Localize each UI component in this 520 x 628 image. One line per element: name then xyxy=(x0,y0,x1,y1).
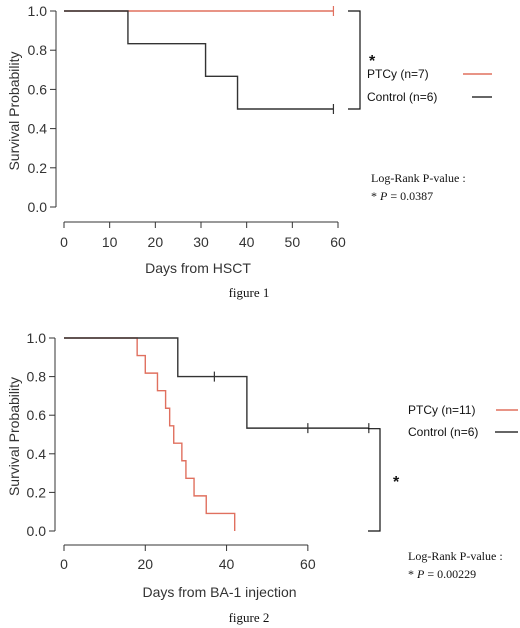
p-value-text: * P = 0.0387 xyxy=(371,189,433,203)
y-tick-label: 0.4 xyxy=(27,446,47,462)
y-tick-label: 0.8 xyxy=(28,42,48,58)
x-tick-label: 20 xyxy=(148,234,164,250)
x-tick-label: 60 xyxy=(330,234,346,250)
p-value-star: * xyxy=(371,189,380,203)
legend-label: Control (n=6) xyxy=(367,90,437,104)
y-tick-label: 0.0 xyxy=(28,199,48,215)
p-value-text: * P = 0.00229 xyxy=(408,567,476,581)
significance-star: * xyxy=(393,474,400,491)
y-tick-label: 0.2 xyxy=(27,484,47,500)
x-axis-label: Days from HSCT xyxy=(145,260,251,276)
y-tick-label: 0.4 xyxy=(28,121,48,137)
x-tick-label: 0 xyxy=(60,556,68,572)
p-value-number: = 0.0387 xyxy=(387,189,433,203)
legend-label: Control (n=6) xyxy=(408,425,478,439)
survival-curve-ptcy xyxy=(64,337,236,531)
x-tick-label: 10 xyxy=(102,234,118,250)
x-tick-label: 30 xyxy=(193,234,209,250)
log-rank-title: Log-Rank P-value : xyxy=(371,171,466,185)
y-tick-label: 0.2 xyxy=(28,160,48,176)
p-value-symbol: P xyxy=(379,189,388,203)
figure-caption: figure 1 xyxy=(229,285,270,300)
y-tick-label: 0.0 xyxy=(27,523,47,539)
significance-star: * xyxy=(369,53,376,70)
x-tick-label: 40 xyxy=(219,556,235,572)
y-axis-label: Survival Probability xyxy=(6,377,22,496)
x-tick-label: 60 xyxy=(300,556,316,572)
x-tick-label: 50 xyxy=(285,234,301,250)
significance-bracket xyxy=(368,428,381,532)
y-tick-label: 1.0 xyxy=(28,3,48,19)
legend-label: PTCy (n=7) xyxy=(367,67,429,81)
y-tick-label: 0.6 xyxy=(27,407,47,423)
p-value-symbol: P xyxy=(416,567,425,581)
significance-bracket xyxy=(348,10,361,110)
y-tick-label: 0.6 xyxy=(28,81,48,97)
p-value-number: = 0.00229 xyxy=(424,567,476,581)
x-tick-label: 40 xyxy=(239,234,255,250)
legend-label: PTCy (n=11) xyxy=(408,403,475,417)
x-tick-label: 0 xyxy=(60,234,68,250)
y-axis-label: Survival Probability xyxy=(6,51,22,170)
figure-caption: figure 2 xyxy=(229,610,270,625)
survival-curve-control xyxy=(64,10,334,110)
x-tick-label: 20 xyxy=(137,556,153,572)
y-tick-label: 0.8 xyxy=(27,369,47,385)
x-axis-label: Days from BA-1 injection xyxy=(142,584,296,600)
y-tick-label: 1.0 xyxy=(27,330,47,346)
survival-curve-control xyxy=(64,337,369,429)
p-value-star: * xyxy=(408,567,417,581)
log-rank-title: Log-Rank P-value : xyxy=(408,549,503,563)
